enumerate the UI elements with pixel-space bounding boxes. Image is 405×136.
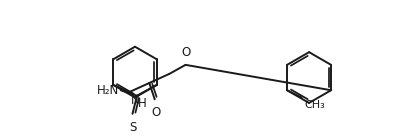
Text: CH₃: CH₃ [304,100,324,110]
Text: O: O [151,106,160,119]
Text: H: H [137,98,146,110]
Text: S: S [128,121,136,134]
Text: N: N [131,94,140,107]
Text: O: O [181,46,191,59]
Text: H₂N: H₂N [96,84,119,97]
